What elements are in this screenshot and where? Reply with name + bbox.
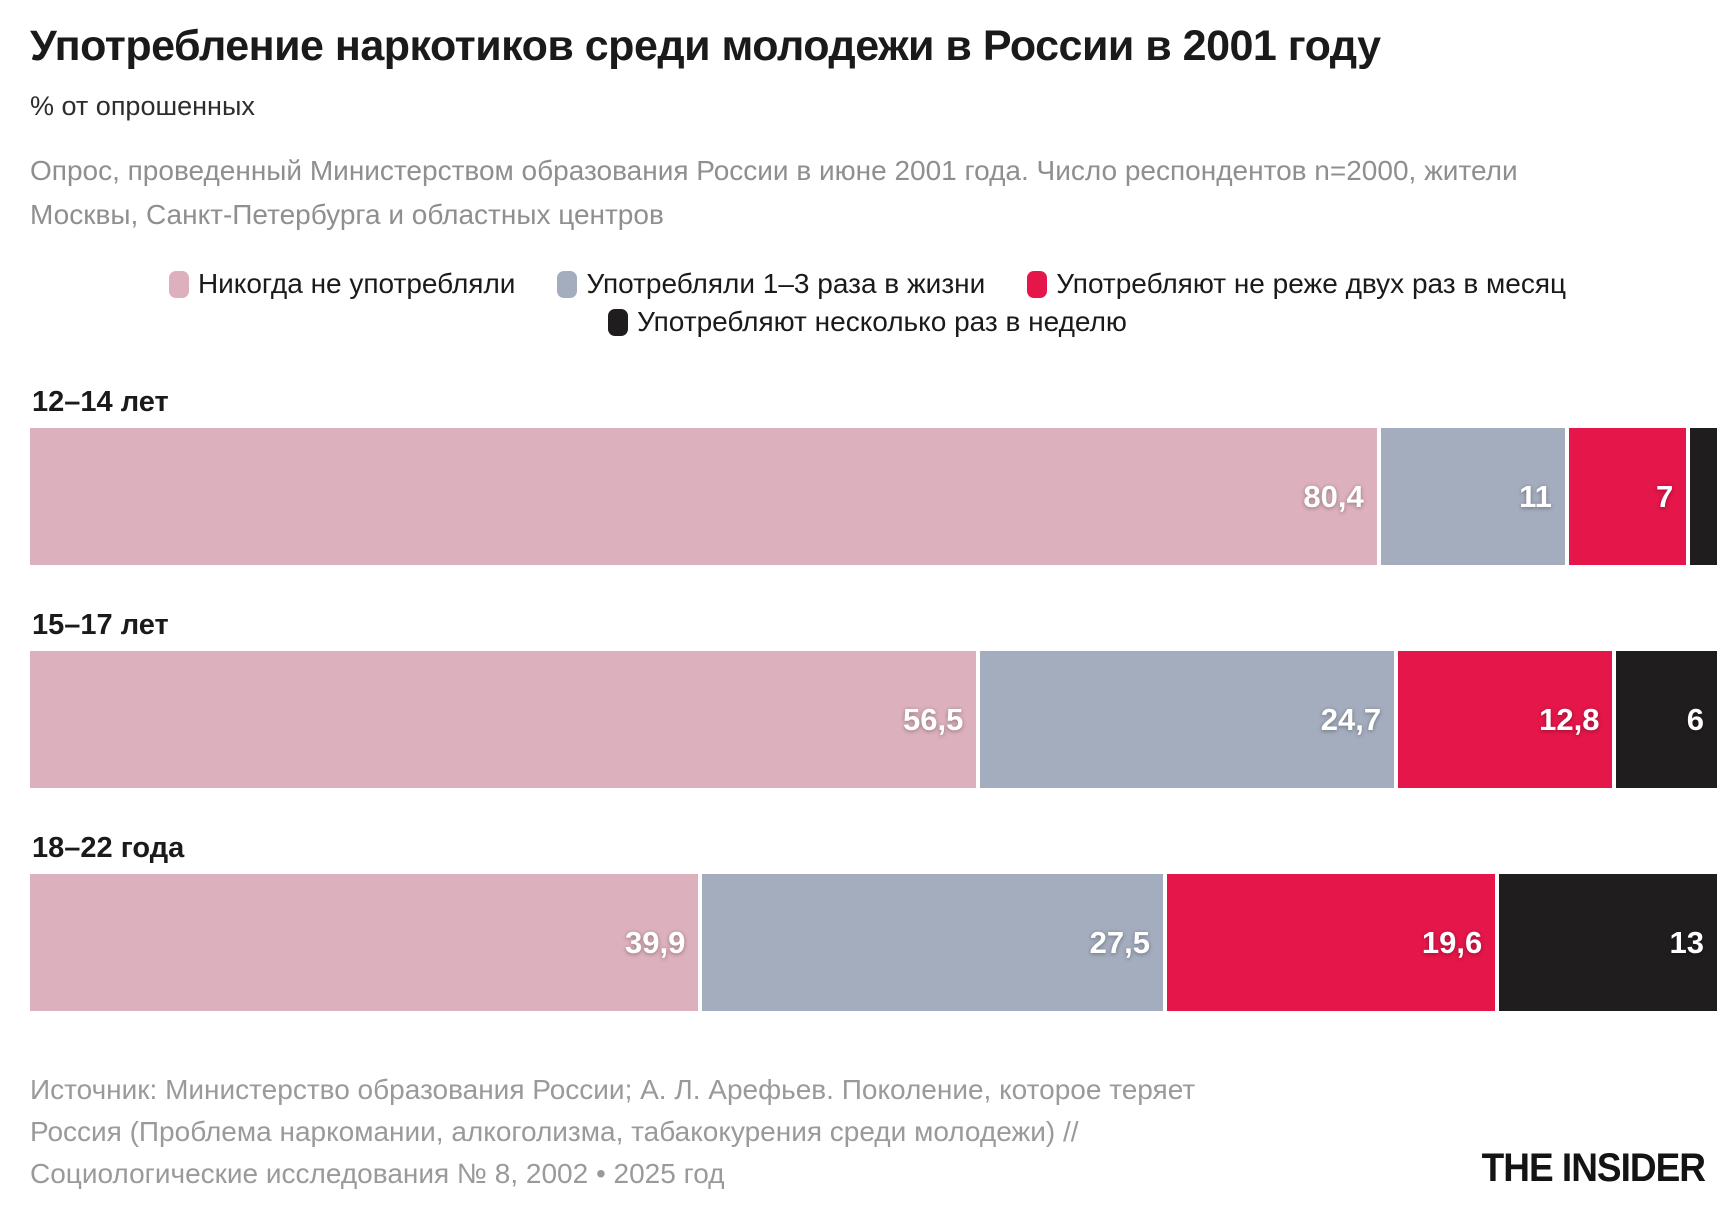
stacked-bar: 56,5 24,7 12,8 6: [30, 651, 1717, 789]
bar-segment: 56,5: [30, 651, 977, 789]
legend-item: Употребляют не реже двух раз в месяц: [1027, 268, 1566, 300]
bar-segment: 27,5: [702, 874, 1163, 1012]
stacked-bar: 39,9 27,5 19,6 13: [30, 874, 1717, 1012]
bar-segment: 12,8: [1398, 651, 1613, 789]
bar-group: 18–22 года 39,9 27,5 19,6 13: [30, 832, 1717, 1012]
footer: Источник: Министерство образования Росси…: [30, 1069, 1706, 1195]
legend-item-label: Употребляли 1–3 раза в жизни: [586, 268, 986, 300]
legend-item-label: Никогда не употребляли: [197, 268, 516, 300]
bar-segment: 11: [1380, 428, 1565, 566]
source-text: Источник: Министерство образования Росси…: [30, 1074, 1196, 1190]
bar-segment: 24,7: [980, 651, 1395, 789]
bar-group: 15–17 лет 56,5 24,7 12,8 6: [30, 609, 1717, 789]
bar-group-label: 15–17 лет: [32, 609, 169, 642]
bar-group-label: 18–22 года: [32, 832, 185, 865]
brand-logo: THE INSIDER: [1481, 1145, 1706, 1190]
bar-segment-value: 56,5: [903, 701, 964, 737]
legend-item-label: Употребляют не реже двух раз в месяц: [1056, 268, 1567, 300]
bar-group-label: 12–14 лет: [32, 386, 169, 419]
bar-segment-value: 13: [1669, 924, 1704, 960]
legend: Никогда не употребляли Употребляли 1–3 ра…: [88, 268, 1648, 338]
bar-segment-value: 6: [1686, 701, 1704, 737]
bar-group: 12–14 лет 80,4 11 7: [30, 386, 1717, 566]
legend-marker-icon: [557, 270, 578, 298]
legend-item: Никогда не употребляли: [168, 268, 516, 300]
stacked-bar: 80,4 11 7: [30, 428, 1717, 566]
bar-segment-value: 39,9: [624, 924, 686, 960]
chart: 12–14 лет 80,4 11 7 15–17 лет 56,5 24,7 12,8 6 18…: [30, 386, 1717, 1012]
bar-segment: 80,4: [30, 428, 1377, 566]
legend-item: Употребляют несколько раз в неделю: [608, 306, 1127, 338]
chart-title: Употребление наркотиков среди молодежи в…: [30, 22, 1381, 70]
bar-segment-value: 12,8: [1539, 701, 1600, 737]
legend-item: Употребляли 1–3 раза в жизни: [557, 268, 985, 300]
legend-item-label: Употребляют несколько раз в неделю: [637, 306, 1127, 338]
bar-segment-value: 19,6: [1421, 924, 1483, 960]
legend-marker-icon: [608, 308, 629, 336]
bar-segment-value: 80,4: [1303, 478, 1364, 514]
bar-segment-value: 24,7: [1320, 701, 1382, 737]
legend-marker-icon: [1027, 270, 1048, 298]
bar-segment-value: 11: [1519, 478, 1552, 514]
bar-segment: 19,6: [1166, 874, 1496, 1012]
legend-marker-icon: [168, 270, 189, 298]
bar-segment-value: 27,5: [1089, 924, 1150, 960]
bar-segment: 6: [1616, 651, 1717, 789]
bar-segment: 39,9: [30, 874, 699, 1012]
chart-description: Опрос, проведенный Министерством образов…: [30, 155, 1518, 230]
bar-segment-value: 7: [1655, 478, 1674, 514]
bar-segment: 7: [1568, 428, 1687, 566]
bar-segment: [1690, 428, 1717, 566]
bar-segment: 13: [1499, 874, 1717, 1012]
chart-subtitle: % от опрошенных: [30, 91, 255, 122]
